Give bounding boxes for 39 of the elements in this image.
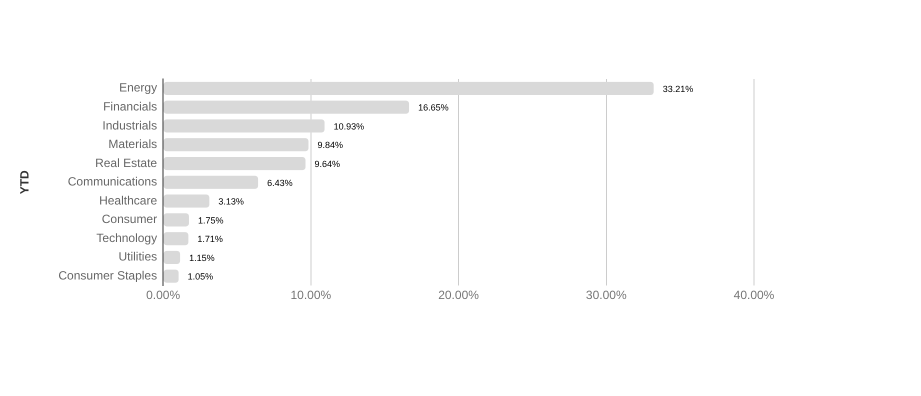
y-tick-label: Materials bbox=[108, 137, 158, 152]
data-label: 33.21% bbox=[662, 84, 694, 94]
y-tick-label: Industrials bbox=[102, 118, 158, 132]
y-tick-label: Consumer Staples bbox=[58, 268, 158, 283]
bar bbox=[164, 119, 325, 133]
y-tick-label: Consumer bbox=[102, 212, 158, 226]
bar bbox=[164, 100, 410, 114]
y-axis-title: YTD bbox=[18, 170, 32, 194]
data-label: 1.15% bbox=[189, 252, 215, 263]
bar bbox=[164, 176, 258, 189]
data-label: 1.05% bbox=[188, 272, 214, 282]
data-label: 16.65% bbox=[418, 102, 449, 113]
bar bbox=[164, 138, 308, 152]
bar bbox=[164, 156, 306, 170]
bar bbox=[164, 213, 189, 226]
x-tick-label: 0.00% bbox=[146, 288, 180, 302]
x-tick-label: 10.00% bbox=[290, 288, 332, 302]
y-tick-label: Technology bbox=[96, 230, 158, 245]
bar bbox=[164, 194, 210, 208]
data-label: 9.64% bbox=[314, 159, 340, 170]
x-tick-label: 40.00% bbox=[734, 288, 775, 302]
y-tick-label: Financials bbox=[103, 99, 158, 114]
data-label: 1.71% bbox=[197, 234, 223, 244]
x-tick-label: 20.00% bbox=[438, 288, 480, 302]
x-tick-label: 30.00% bbox=[586, 288, 627, 302]
y-tick-label: Utilities bbox=[118, 250, 158, 264]
y-tick-label: Communications bbox=[68, 174, 158, 189]
bar bbox=[164, 250, 180, 264]
data-label: 6.43% bbox=[267, 178, 293, 188]
bar bbox=[164, 82, 654, 95]
bar bbox=[164, 270, 179, 283]
y-tick-label: Real Estate bbox=[95, 156, 158, 170]
y-tick-label: Healthcare bbox=[99, 193, 158, 208]
data-label: 9.84% bbox=[317, 140, 343, 150]
bar bbox=[164, 232, 188, 246]
data-label: 1.75% bbox=[198, 215, 224, 226]
data-label: 10.93% bbox=[334, 121, 364, 132]
y-tick-label: Energy bbox=[119, 80, 158, 95]
data-label: 3.13% bbox=[218, 196, 244, 207]
